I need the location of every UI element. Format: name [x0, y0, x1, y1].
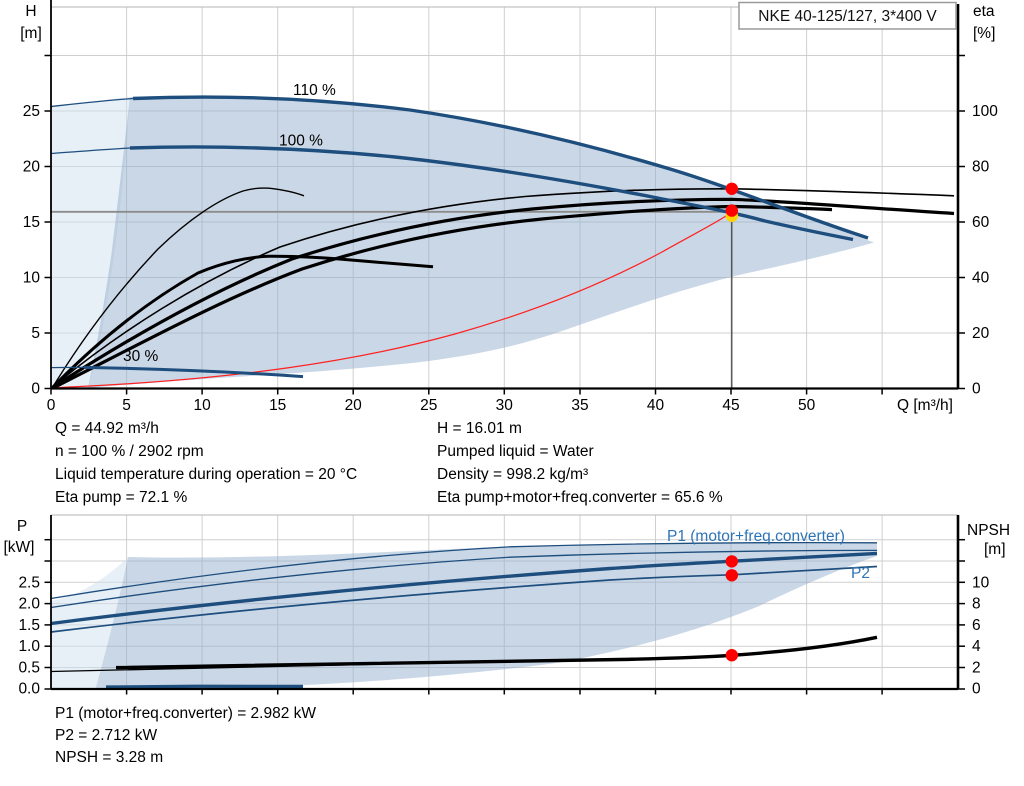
- duty-point-qh: [726, 204, 738, 216]
- p-tick-labels: 2.5 2.0 1.5 1.0 0.5 0.0: [18, 574, 40, 697]
- info-npsh: NPSH = 3.28 m: [55, 749, 163, 766]
- q-tick-labels: 0 5 10 15 20 25 30 35 40 45 50: [47, 397, 816, 414]
- q-tick: 10: [193, 397, 211, 414]
- power-npsh-chart: P [kW] NPSH [m] 2.5 2.0 1.5 1.0 0.5 0.0 …: [4, 515, 1011, 698]
- npsh-tick: 6: [972, 617, 981, 634]
- label-110-percent: 110 %: [293, 82, 336, 99]
- p-tick: 0.0: [18, 681, 40, 698]
- info-p2: P2 = 2.712 kW: [55, 727, 157, 744]
- q-tick: 35: [571, 397, 588, 414]
- h-tick: 20: [23, 159, 41, 176]
- npsh-tick-labels: 10 8 6 4 2 0: [972, 574, 990, 697]
- p-tick: 2.5: [18, 574, 40, 591]
- info-density: Density = 998.2 kg/m³: [437, 466, 588, 483]
- q-axis-label: Q [m³/h]: [897, 397, 953, 414]
- duty-point-p2: [726, 569, 738, 581]
- chart-title-box: NKE 40-125/127, 3*400 V: [739, 3, 956, 30]
- duty-info-block: Q = 44.92 m³/h n = 100 % / 2902 rpm Liqu…: [55, 420, 723, 506]
- p-30pct-curve: [106, 686, 303, 687]
- info-liquid: Pumped liquid = Water: [437, 443, 594, 460]
- npsh-tick: 10: [972, 574, 990, 591]
- p-tick: 0.5: [18, 660, 40, 677]
- duty-point-eta: [726, 183, 738, 195]
- p-axis-label: P: [17, 518, 27, 535]
- h-tick: 0: [31, 381, 40, 398]
- chart-title: NKE 40-125/127, 3*400 V: [758, 8, 937, 25]
- eta-axis-unit: [%]: [973, 25, 995, 42]
- qh-envelope-fill: [88, 96, 874, 388]
- q-tick: 30: [496, 397, 514, 414]
- h-tick: 5: [31, 325, 40, 342]
- q-tick: 45: [722, 397, 739, 414]
- qh-chart: H [m] eta [%] 25 20 15 10 5 0 100 80 60 …: [20, 0, 998, 414]
- p-tick: 1.0: [18, 638, 40, 655]
- info-h: H = 16.01 m: [437, 420, 522, 437]
- info-temp: Liquid temperature during operation = 20…: [55, 466, 357, 483]
- eta-tick-labels: 100 80 60 40 20 0: [972, 103, 998, 398]
- eta-tick: 80: [972, 159, 990, 176]
- h-tick: 15: [23, 214, 40, 231]
- p-axis-unit: [kW]: [4, 539, 35, 556]
- q-tick: 5: [122, 397, 131, 414]
- q-tick: 40: [647, 397, 665, 414]
- npsh-tick: 0: [972, 681, 981, 698]
- eta-tick: 40: [972, 270, 990, 287]
- eta-tick: 100: [972, 103, 998, 120]
- q-tick: 50: [798, 397, 816, 414]
- p-tick: 2.0: [18, 596, 40, 613]
- h-tick-labels: 25 20 15 10 5 0: [23, 103, 41, 398]
- q-tick: 15: [269, 397, 286, 414]
- duty-point-p1: [726, 555, 738, 567]
- info-eta-total: Eta pump+motor+freq.converter = 65.6 %: [437, 489, 723, 506]
- q-tick: 20: [345, 397, 363, 414]
- label-100-percent: 100 %: [279, 133, 323, 150]
- eta-axis-label: eta: [973, 3, 995, 20]
- npsh-axis-label: NPSH: [967, 522, 1010, 539]
- npsh-tick: 8: [972, 596, 981, 613]
- label-p2-curve: P2: [851, 565, 870, 582]
- q-tick: 25: [420, 397, 437, 414]
- h-tick: 10: [23, 270, 41, 287]
- duty-point-npsh: [726, 649, 738, 661]
- info-q: Q = 44.92 m³/h: [55, 420, 159, 437]
- h-tick: 25: [23, 103, 40, 120]
- info-n: n = 100 % / 2902 rpm: [55, 443, 204, 460]
- info-p1: P1 (motor+freq.converter) = 2.982 kW: [55, 705, 316, 722]
- power-info-block: P1 (motor+freq.converter) = 2.982 kW P2 …: [55, 705, 316, 766]
- npsh-tick: 4: [972, 638, 981, 655]
- h-axis-label: H: [25, 3, 36, 20]
- q-tick: 0: [47, 397, 56, 414]
- npsh-axis-unit: [m]: [984, 541, 1006, 558]
- eta-tick: 20: [972, 325, 990, 342]
- eta-tick: 0: [972, 381, 981, 398]
- label-30-percent: 30 %: [123, 348, 159, 365]
- npsh-tick: 2: [972, 660, 981, 677]
- info-eta-pump: Eta pump = 72.1 %: [55, 489, 187, 506]
- label-p1-curve: P1 (motor+freq.converter): [667, 528, 845, 545]
- p-tick: 1.5: [18, 617, 40, 634]
- eta-tick: 60: [972, 214, 990, 231]
- h-axis-unit: [m]: [20, 25, 42, 42]
